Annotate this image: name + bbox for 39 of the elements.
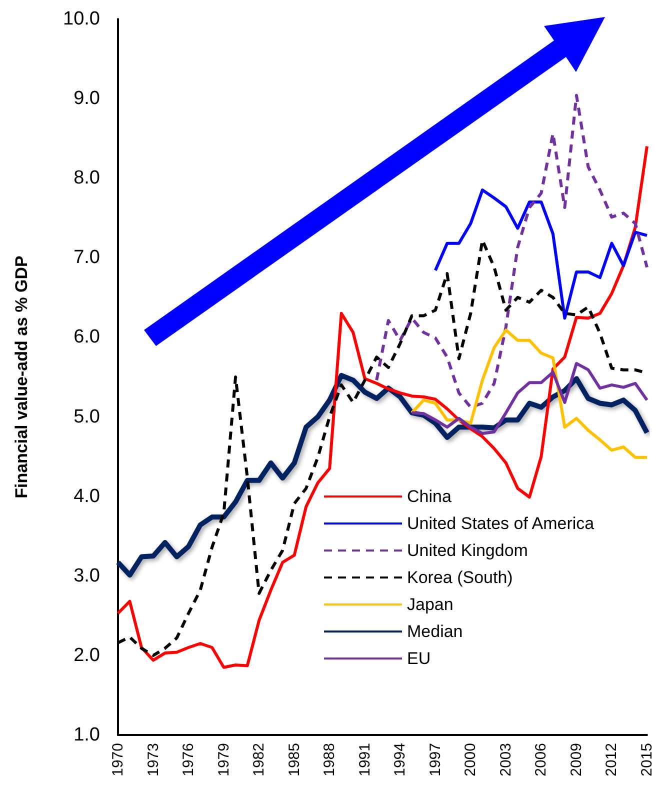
- x-tick-label: 1982: [250, 743, 268, 776]
- y-axis-title: Financial value-add as % GDP: [12, 256, 31, 498]
- x-tick-label: 2015: [638, 743, 656, 776]
- y-tick-label: 6.0: [74, 326, 100, 348]
- line-series: [375, 94, 648, 409]
- x-tick-label: 1973: [144, 743, 162, 776]
- y-tick-label: 3.0: [74, 565, 100, 586]
- x-tick-label: 1988: [321, 743, 338, 776]
- y-tick-label: 10.0: [63, 8, 100, 30]
- x-tick-label: 2012: [603, 743, 620, 776]
- legend-label: Japan: [407, 595, 454, 614]
- x-tick-label: 1985: [286, 743, 303, 776]
- y-tick-label: 5.0: [74, 406, 100, 428]
- y-tick-label: 9.0: [74, 88, 100, 110]
- x-tick-label: 1979: [215, 743, 232, 776]
- x-tick-label: 1994: [392, 743, 409, 776]
- line-series: [410, 328, 648, 459]
- x-tick-label: 1997: [426, 743, 444, 776]
- legend-label: United States of America: [407, 514, 595, 533]
- y-tick-label: 4.0: [74, 486, 100, 507]
- x-tick-label: 2009: [568, 743, 585, 776]
- x-tick-label: 1976: [180, 743, 198, 776]
- x-tick-label: 2003: [497, 743, 514, 776]
- line-series: [116, 144, 648, 669]
- x-tick-label: 2000: [462, 743, 480, 776]
- y-tick-label: 7.0: [74, 247, 100, 268]
- x-tick-label: 1991: [356, 743, 374, 776]
- legend-label: Median: [407, 622, 463, 641]
- legend-label: Korea (South): [407, 568, 513, 587]
- y-tick-label: 1.0: [74, 724, 100, 746]
- line-series: [434, 188, 648, 320]
- y-tick-label: 2.0: [74, 644, 100, 666]
- y-tick-label: 8.0: [74, 168, 100, 189]
- legend-label: United Kingdom: [407, 541, 528, 560]
- x-tick-label: 1970: [110, 743, 126, 776]
- legend-label: EU: [407, 649, 431, 668]
- legend-label: China: [407, 487, 452, 506]
- line-series: [410, 362, 648, 435]
- x-tick-label: 2006: [532, 743, 550, 776]
